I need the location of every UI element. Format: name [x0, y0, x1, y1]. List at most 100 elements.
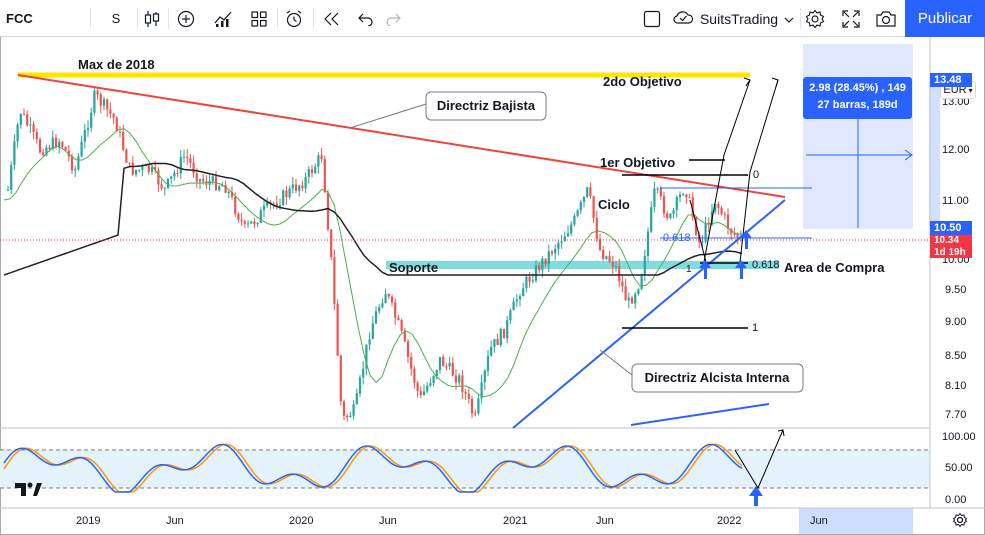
- candle-body: [106, 99, 109, 110]
- candle-body: [77, 156, 80, 170]
- candle-body: [630, 297, 634, 304]
- stoch-projection-path: [734, 429, 784, 490]
- fullscreen-icon[interactable]: [839, 0, 863, 37]
- candle-body: [640, 274, 643, 290]
- interval-button[interactable]: S: [104, 0, 128, 37]
- candle-body: [390, 296, 394, 303]
- candle-body: [170, 176, 173, 179]
- support-label: Soporte: [389, 260, 438, 275]
- candle-body: [470, 398, 474, 414]
- candle-body: [384, 294, 387, 304]
- camera-icon[interactable]: [873, 0, 899, 37]
- time-axis[interactable]: 2019 Jun 2020 Jun 2021 Jun 2022 Jun: [76, 515, 828, 527]
- candle-body: [371, 323, 374, 340]
- chart-settings-gear-icon[interactable]: [952, 512, 968, 528]
- separator: [168, 8, 169, 29]
- candle-body: [166, 178, 170, 188]
- templates-icon[interactable]: [247, 0, 271, 37]
- projection-path-2: [739, 79, 779, 263]
- candle-body: [362, 368, 365, 378]
- candle-body: [643, 256, 646, 275]
- candle-body: [726, 214, 730, 229]
- candle-body: [493, 339, 496, 347]
- callout-pointer: [599, 349, 633, 376]
- candle-body: [275, 203, 278, 207]
- candles-icon[interactable]: [141, 0, 163, 37]
- support-zone: [386, 261, 779, 269]
- candle-body: [650, 207, 653, 232]
- candle-body: [246, 223, 250, 225]
- candle-body: [26, 114, 29, 126]
- candle-body: [150, 167, 154, 172]
- candle-body: [304, 176, 307, 189]
- candle-body: [74, 169, 77, 171]
- candle-body: [58, 141, 61, 148]
- candle-body: [230, 191, 234, 198]
- black-moving-average: [3, 162, 743, 276]
- candle-body: [429, 383, 432, 386]
- redo-icon[interactable]: [381, 0, 405, 37]
- candle-body: [10, 165, 13, 190]
- candle-body: [672, 210, 675, 214]
- price-axis-highlight: [929, 82, 940, 230]
- symbol-search[interactable]: FCC: [6, 0, 46, 37]
- stoch-buy-arrow: [749, 486, 763, 506]
- candle-body: [538, 265, 541, 271]
- candle-body: [112, 113, 115, 118]
- undo-icon[interactable]: [354, 0, 378, 37]
- candle-body: [288, 188, 291, 198]
- measure-tooltip-line1: 2.98 (28.45%) , 149: [809, 82, 906, 94]
- candle-body: [723, 214, 726, 216]
- candle-body: [326, 192, 330, 230]
- candle-body: [374, 311, 378, 324]
- candle-body: [646, 231, 650, 257]
- layout-square-icon[interactable]: [640, 0, 664, 37]
- candle-body: [234, 197, 237, 214]
- candle-body: [467, 393, 470, 399]
- candle-body: [624, 286, 627, 301]
- buy-arrow-1: [699, 260, 711, 279]
- settings-icon[interactable]: [803, 0, 827, 37]
- candle-body: [406, 341, 410, 357]
- candle-body: [70, 156, 74, 171]
- candle-body: [614, 266, 618, 268]
- candle-body: [358, 377, 362, 394]
- candle-body: [506, 320, 509, 339]
- alert-icon[interactable]: [282, 0, 308, 37]
- publish-button[interactable]: Publicar: [905, 0, 985, 37]
- candle-body: [54, 137, 58, 148]
- price-axis[interactable]: 13.00 12.00 11.00 10.00 9.50 9.00 8.50 8…: [942, 96, 970, 421]
- chevron-down-icon: [784, 11, 794, 27]
- chart-area[interactable]: Max de 2018 2do Objetivo Directriz Bajis…: [0, 37, 985, 535]
- replay-icon[interactable]: [320, 0, 344, 37]
- candle-body: [45, 147, 48, 156]
- bearish-callout-box: [425, 91, 547, 121]
- indicators-icon[interactable]: [212, 0, 236, 37]
- candle-body: [688, 197, 691, 199]
- layout-menu[interactable]: SuitsTrading: [672, 0, 794, 37]
- candle-body: [80, 141, 83, 157]
- osc-tick: 100.00: [942, 431, 976, 443]
- candle-body: [42, 152, 45, 156]
- fib-1-small-label: 1: [686, 264, 692, 275]
- candle-body: [486, 355, 490, 371]
- osc-tick: 50.00: [945, 462, 973, 474]
- stoch-projection-arrowhead: [777, 429, 785, 437]
- cycle-path: [689, 199, 707, 263]
- oscillator-axis[interactable]: 100.00 50.00 0.00: [942, 431, 976, 506]
- separator: [277, 8, 278, 29]
- add-compare-icon[interactable]: [174, 0, 198, 37]
- candle-body: [195, 173, 198, 182]
- candle-body: [432, 375, 435, 384]
- layout-name-label: SuitsTrading: [699, 10, 779, 27]
- candle-body: [474, 413, 477, 415]
- callout-pointer: [349, 103, 427, 129]
- bearish-trendline: [17, 74, 786, 198]
- stoch-k-line: [3, 443, 743, 493]
- price-tick: 8.10: [945, 380, 966, 392]
- candle-body: [330, 229, 333, 258]
- candle-body: [278, 204, 282, 207]
- candle-body: [550, 251, 554, 254]
- candle-body: [19, 113, 22, 125]
- price-chart[interactable]: Max de 2018 2do Objetivo Directriz Bajis…: [0, 37, 985, 535]
